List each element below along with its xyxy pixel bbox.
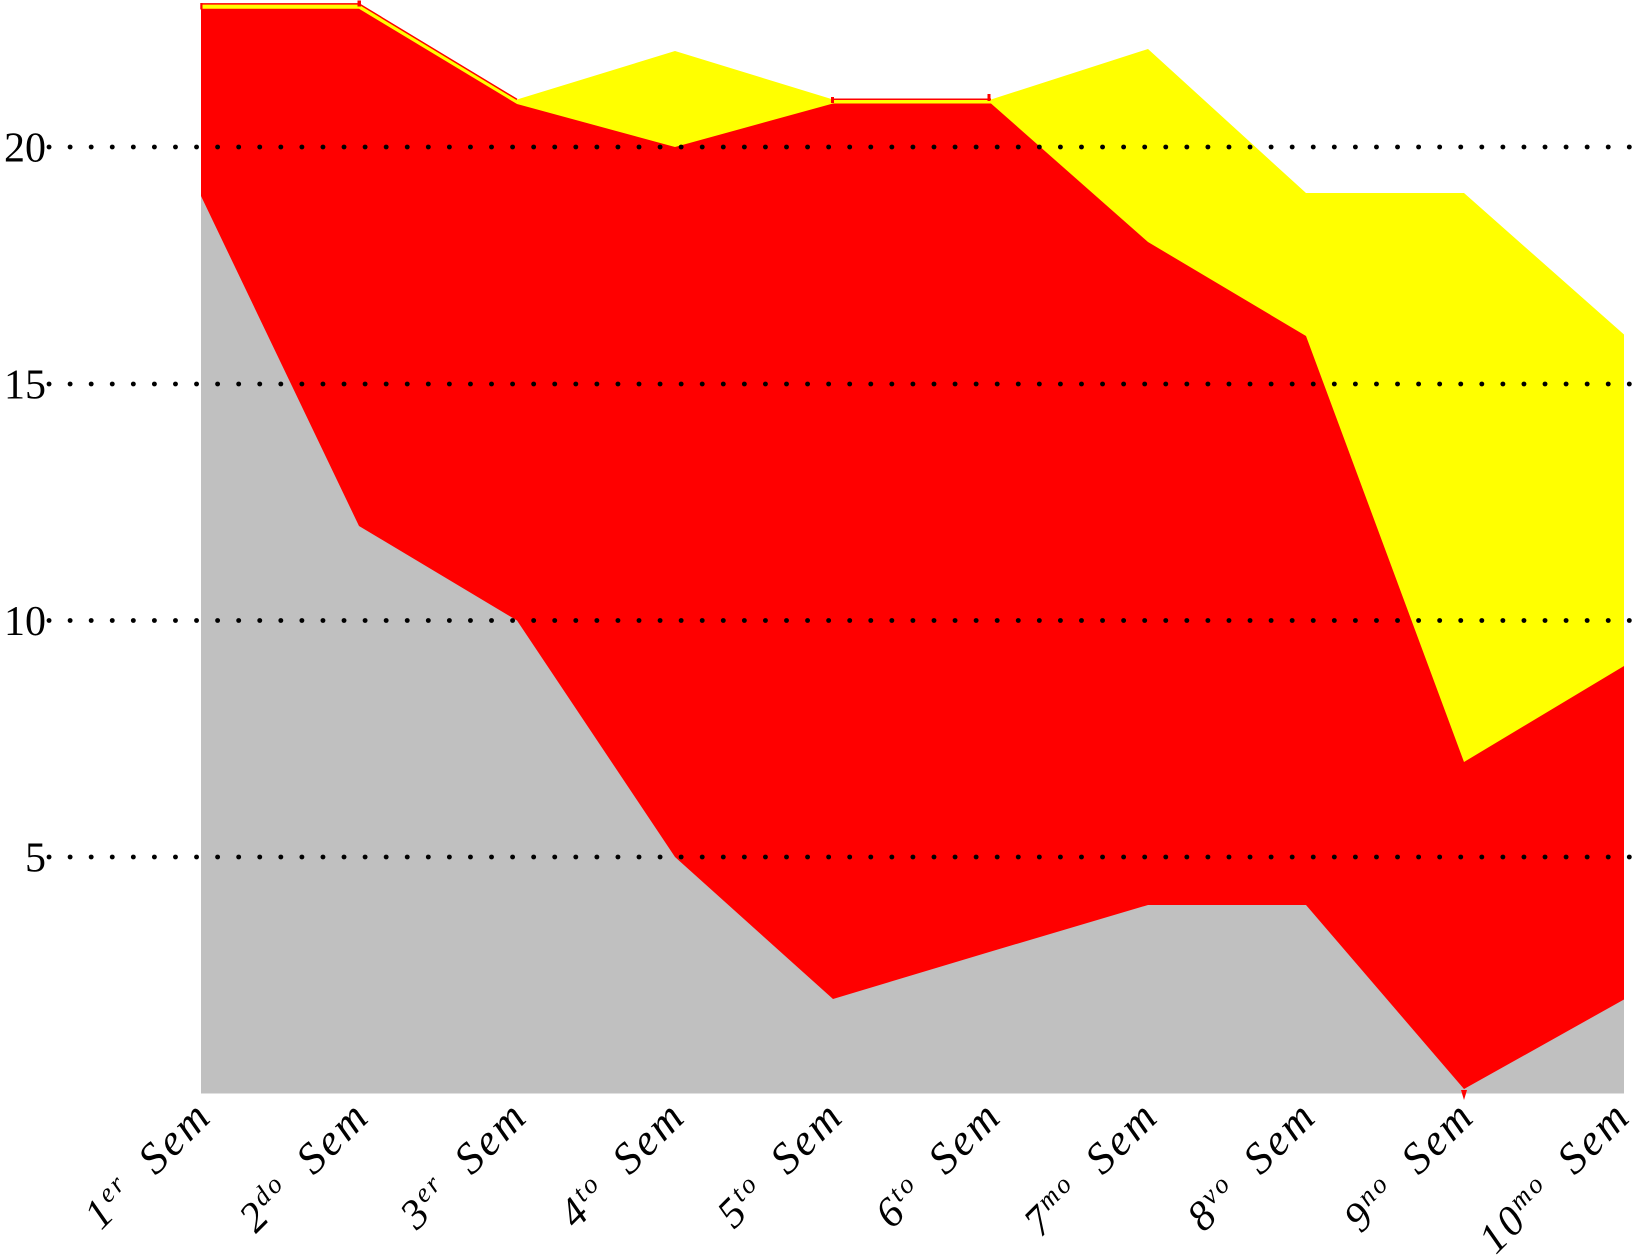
svg-text:8vo Sem: 8vo Sem — [1176, 1090, 1326, 1240]
svg-text:7mo Sem: 7mo Sem — [1013, 1090, 1168, 1245]
svg-text:5to Sem: 5to Sem — [706, 1090, 853, 1237]
svg-text:20: 20 — [4, 126, 46, 172]
svg-text:3er Sem: 3er Sem — [389, 1090, 537, 1238]
svg-text:10: 10 — [4, 599, 46, 645]
svg-text:6to Sem: 6to Sem — [864, 1090, 1011, 1237]
svg-text:10mo Sem: 10mo Sem — [1468, 1090, 1633, 1256]
svg-text:15: 15 — [4, 363, 46, 409]
svg-text:9no Sem: 9no Sem — [1333, 1090, 1484, 1241]
svg-text:1er Sem: 1er Sem — [73, 1090, 221, 1238]
svg-text:2do Sem: 2do Sem — [228, 1090, 379, 1241]
svg-text:5: 5 — [25, 836, 46, 882]
svg-text:4to Sem: 4to Sem — [548, 1090, 695, 1237]
